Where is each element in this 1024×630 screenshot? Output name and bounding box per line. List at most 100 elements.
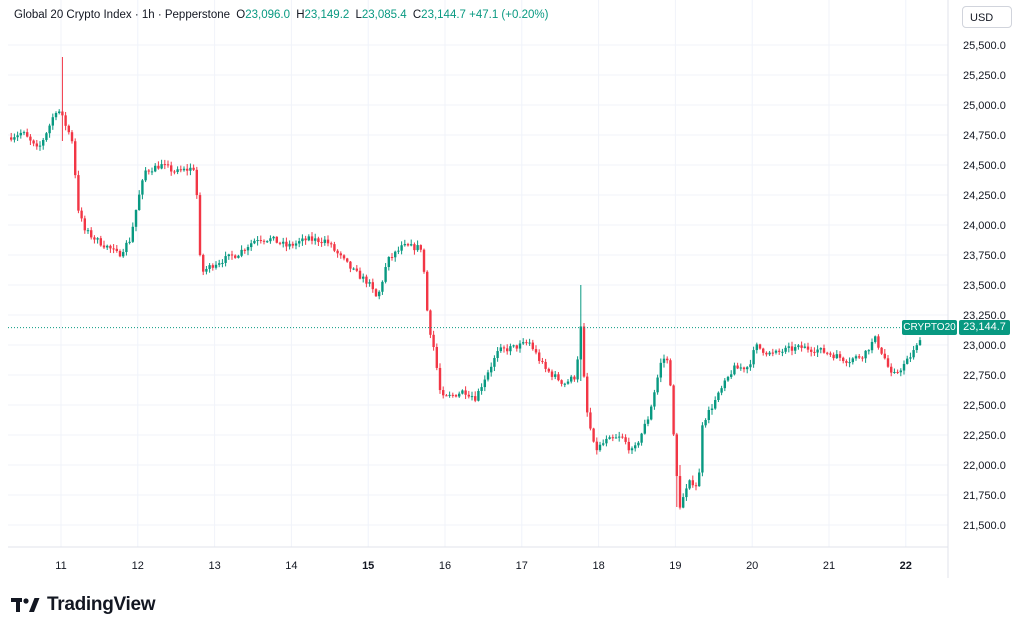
x-tick-label: 17 — [516, 560, 528, 572]
candle — [170, 161, 173, 176]
candle — [458, 391, 461, 398]
candle — [352, 267, 355, 271]
candle — [630, 446, 634, 454]
candle — [272, 235, 275, 241]
y-tick-label: 24,500.0 — [963, 160, 1006, 172]
candle — [515, 344, 519, 352]
low-value: 23,085.4 — [361, 9, 407, 21]
candle — [800, 341, 803, 352]
candle — [522, 338, 525, 345]
candle — [429, 309, 432, 339]
candle — [32, 139, 35, 147]
candle — [96, 237, 99, 244]
candle — [554, 370, 557, 380]
candle — [45, 131, 48, 142]
high-value: 23,149.2 — [304, 9, 350, 21]
candle — [832, 352, 835, 361]
candle — [371, 278, 375, 293]
candle — [624, 434, 627, 445]
candle — [314, 233, 317, 245]
candle — [278, 241, 282, 246]
candle — [125, 240, 128, 256]
candle — [394, 250, 397, 262]
candle — [317, 236, 320, 247]
candle — [826, 351, 829, 356]
candle — [912, 345, 915, 360]
candle — [106, 244, 109, 250]
candle — [550, 369, 554, 381]
candle — [726, 375, 730, 382]
candle — [64, 111, 67, 131]
candle — [586, 372, 589, 417]
candle — [134, 209, 138, 232]
candle — [445, 393, 448, 397]
candle — [870, 338, 874, 354]
candle — [378, 290, 381, 300]
candle — [688, 479, 691, 490]
candle — [736, 362, 739, 370]
x-tick-label: 12 — [132, 560, 144, 572]
candle — [755, 342, 759, 354]
candle — [707, 406, 711, 424]
candle — [51, 113, 55, 130]
candle — [83, 215, 87, 234]
candle — [845, 359, 848, 367]
candle — [794, 344, 797, 355]
candle — [838, 351, 842, 362]
x-tick-label: 11 — [55, 560, 66, 572]
candle — [74, 138, 77, 179]
candle — [266, 240, 269, 243]
candle — [147, 169, 151, 175]
candle — [198, 192, 202, 257]
candle — [685, 484, 688, 501]
candle — [365, 274, 368, 288]
candle — [493, 355, 496, 372]
candle — [506, 344, 509, 355]
candle — [80, 207, 83, 222]
x-tick-label: 15 — [362, 560, 374, 572]
candle — [29, 134, 32, 146]
candle — [214, 261, 218, 270]
candle — [144, 167, 147, 183]
candle — [614, 433, 618, 439]
candle — [384, 263, 387, 284]
candle — [422, 248, 426, 274]
candle — [640, 432, 643, 446]
time-axis: 11 12 13 14 15 16 17 18 19 20 21 22 — [55, 560, 912, 572]
candle — [656, 374, 659, 395]
candle — [672, 384, 675, 437]
candle — [749, 359, 752, 371]
candle — [221, 259, 224, 268]
candle — [765, 351, 768, 357]
candle — [451, 392, 455, 398]
candle — [534, 345, 538, 355]
candle — [202, 253, 205, 276]
y-tick-label: 21,500.0 — [963, 520, 1006, 532]
tradingview-logo[interactable]: TradingView — [11, 594, 156, 616]
candle — [902, 360, 906, 375]
brand-name: TradingView — [47, 594, 156, 615]
candle — [621, 433, 624, 439]
change-value: +47.1 (+0.20%) — [469, 9, 549, 21]
candle — [397, 246, 400, 255]
candle — [333, 241, 336, 253]
candle — [810, 346, 813, 357]
candle — [42, 137, 45, 150]
open-value: 23,096.0 — [245, 9, 290, 21]
candle — [262, 239, 266, 245]
y-tick-label: 22,750.0 — [963, 370, 1006, 382]
y-tick-label: 23,250.0 — [963, 310, 1006, 322]
candle — [400, 241, 403, 255]
candle — [678, 465, 682, 510]
candle — [349, 260, 352, 273]
candle — [253, 238, 256, 245]
candle — [189, 163, 192, 176]
y-tick-label: 24,000.0 — [963, 220, 1006, 232]
candle — [259, 235, 263, 244]
candle — [573, 375, 576, 382]
candle — [250, 239, 253, 251]
candle — [528, 338, 531, 346]
candle — [426, 270, 429, 312]
currency-button[interactable]: USD — [962, 6, 1012, 28]
